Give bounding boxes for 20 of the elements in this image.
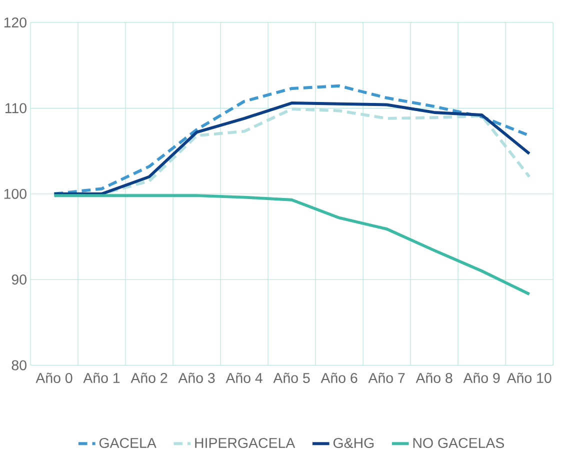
x-tick-label: Año 10 — [506, 372, 552, 383]
y-tick-label: 80 — [12, 360, 26, 370]
x-tick-label: Año 5 — [273, 372, 310, 383]
x-tick-label: Año 1 — [83, 372, 120, 383]
x-tick-label: Año 4 — [226, 372, 262, 383]
legend-label: HIPERGACELA — [195, 438, 296, 448]
legend-label: GACELA — [99, 438, 156, 448]
legend-label: NO GACELAS — [413, 438, 504, 448]
x-tick-label: Año 2 — [130, 372, 168, 383]
x-tick-label: Año 9 — [463, 372, 500, 383]
x-tick-label: Año 3 — [178, 372, 215, 383]
y-tick-label: 90 — [12, 274, 26, 284]
y-tick-label: 110 — [5, 102, 26, 114]
y-tick-label: 100 — [4, 188, 26, 199]
x-tick-label: Año 0 — [36, 372, 72, 383]
y-tick-label: 120 — [4, 17, 26, 28]
x-tick-label: Año 8 — [416, 372, 452, 383]
legend-label: G&HG — [333, 438, 374, 448]
x-tick-label: Año 6 — [320, 372, 358, 383]
x-tick-label: Año 7 — [368, 372, 405, 383]
